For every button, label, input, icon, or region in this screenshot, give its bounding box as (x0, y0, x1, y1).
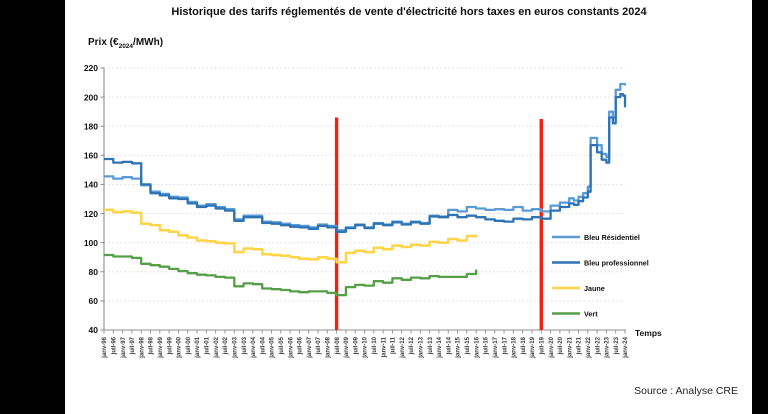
x-tick-label: janv-07 (307, 336, 313, 358)
x-tick-label: juil-96 (112, 336, 118, 355)
x-tick-label: janv-05 (270, 336, 276, 358)
chart-area: 40 60 80 100 120 140 160 180 200 220 janv-96 juil-9… (66, 56, 752, 396)
x-tick-label: juil-97 (130, 336, 136, 355)
x-tick-label: juil-08 (335, 336, 341, 355)
x-tick-label: juil-21 (577, 336, 583, 355)
x-tick-label: juil-04 (260, 336, 266, 355)
x-tick-label: janv-24 (623, 336, 629, 358)
legend-label: Bleu Résidentiel (584, 233, 640, 242)
x-tick-label: janv-17 (493, 336, 499, 358)
x-tick-label: juil-02 (223, 336, 229, 355)
x-tick-label: janv-09 (344, 336, 350, 358)
x-tick-label: janv-23 (605, 336, 611, 358)
svg-text:40: 40 (89, 325, 99, 335)
svg-text:160: 160 (84, 151, 98, 161)
y-axis-title: Prix (€2024/MWh) (88, 37, 163, 50)
x-tick-label: janv-06 (288, 336, 294, 358)
x-tick-label: janv-02 (214, 336, 220, 358)
tariff-history-line-chart: 40 60 80 100 120 140 160 180 200 220 janv-96 juil-9… (84, 63, 662, 358)
x-tick-label: juil-06 (298, 336, 304, 355)
x-tick-label: juil-98 (149, 336, 155, 355)
y-axis-title-subscript: 2024 (118, 43, 134, 50)
x-tick-label: juil-17 (502, 336, 508, 355)
x-tick-label: janv-01 (195, 336, 201, 358)
x-tick-label: janv-14 (437, 336, 443, 358)
letterbox-left-bar (0, 0, 65, 414)
svg-text:120: 120 (84, 209, 98, 219)
svg-text:60: 60 (89, 296, 99, 306)
x-tick-label: janv-04 (251, 336, 257, 358)
x-tick-label: janv-21 (567, 336, 573, 358)
x-tick-label: janv-97 (121, 336, 127, 358)
x-tick-label: juil-00 (186, 336, 192, 355)
x-tick-label: janv-12 (400, 336, 406, 358)
x-tick-label: juil-16 (484, 336, 490, 355)
x-tick-label: juil-09 (353, 336, 359, 355)
x-tick-label: juil-01 (205, 336, 211, 355)
legend-label: Jaune (584, 284, 605, 293)
x-tick-label: juil-20 (558, 336, 564, 355)
x-tick-label: janv-98 (139, 336, 145, 358)
x-axis-title: Temps (635, 328, 662, 338)
y-axis-title-suffix: /MWh) (133, 37, 164, 48)
x-tick-label: janv-11 (381, 336, 387, 358)
x-tick-label: juil-13 (428, 336, 434, 355)
x-tick-label: janv-96 (102, 336, 108, 358)
svg-text:100: 100 (84, 238, 98, 248)
x-tick-label: janv-08 (325, 336, 331, 358)
x-tick-label: janv-20 (549, 336, 555, 358)
x-tick-label: janv-19 (530, 336, 536, 358)
x-tick-label: juil-19 (539, 336, 545, 355)
x-tick-label: janv-15 (456, 336, 462, 358)
x-tick-label: janv-99 (158, 336, 164, 358)
source-caption: Source : Analyse CRE (634, 385, 738, 397)
x-tick-label: juil-10 (372, 336, 378, 355)
x-tick-label: janv-22 (586, 336, 592, 358)
x-tick-label: juil-05 (279, 336, 285, 355)
x-tick-label: juil-22 (595, 336, 601, 355)
series-bleu-professionnel (104, 93, 627, 233)
y-axis-title-prefix: Prix (€ (88, 37, 119, 48)
series-jaune (104, 208, 478, 264)
svg-text:80: 80 (89, 267, 99, 277)
x-tick-label: juil-18 (521, 336, 527, 355)
x-tick-label: juil-99 (167, 336, 173, 355)
x-tick-label: janv-03 (232, 336, 238, 358)
x-tick-label: janv-13 (419, 336, 425, 358)
svg-text:180: 180 (84, 121, 98, 131)
series-vert (104, 253, 478, 297)
svg-text:220: 220 (84, 63, 98, 73)
letterbox-right-bar (752, 0, 768, 414)
svg-text:200: 200 (84, 92, 98, 102)
x-tick-label: janv-18 (512, 336, 518, 358)
x-tick-label: janv-10 (363, 336, 369, 358)
x-tick-label: juil-15 (465, 336, 471, 355)
x-tick-label: juil-14 (446, 336, 452, 355)
svg-text:140: 140 (84, 180, 98, 190)
x-tick-label: juil-23 (614, 336, 620, 355)
x-tick-label: juil-12 (409, 336, 415, 355)
x-tick-label: janv-00 (177, 336, 183, 358)
legend-label: Vert (584, 309, 598, 318)
chart-title: Historique des tarifs réglementés de ven… (171, 6, 647, 18)
series-bleu-r-sidentiel (104, 82, 627, 232)
x-tick-label: juil-07 (316, 336, 322, 355)
x-tick-label: juil-11 (391, 336, 397, 355)
x-tick-label: juil-03 (242, 336, 248, 355)
legend-label: Bleu professionnel (584, 258, 649, 267)
x-tick-label: janv-16 (474, 336, 480, 358)
